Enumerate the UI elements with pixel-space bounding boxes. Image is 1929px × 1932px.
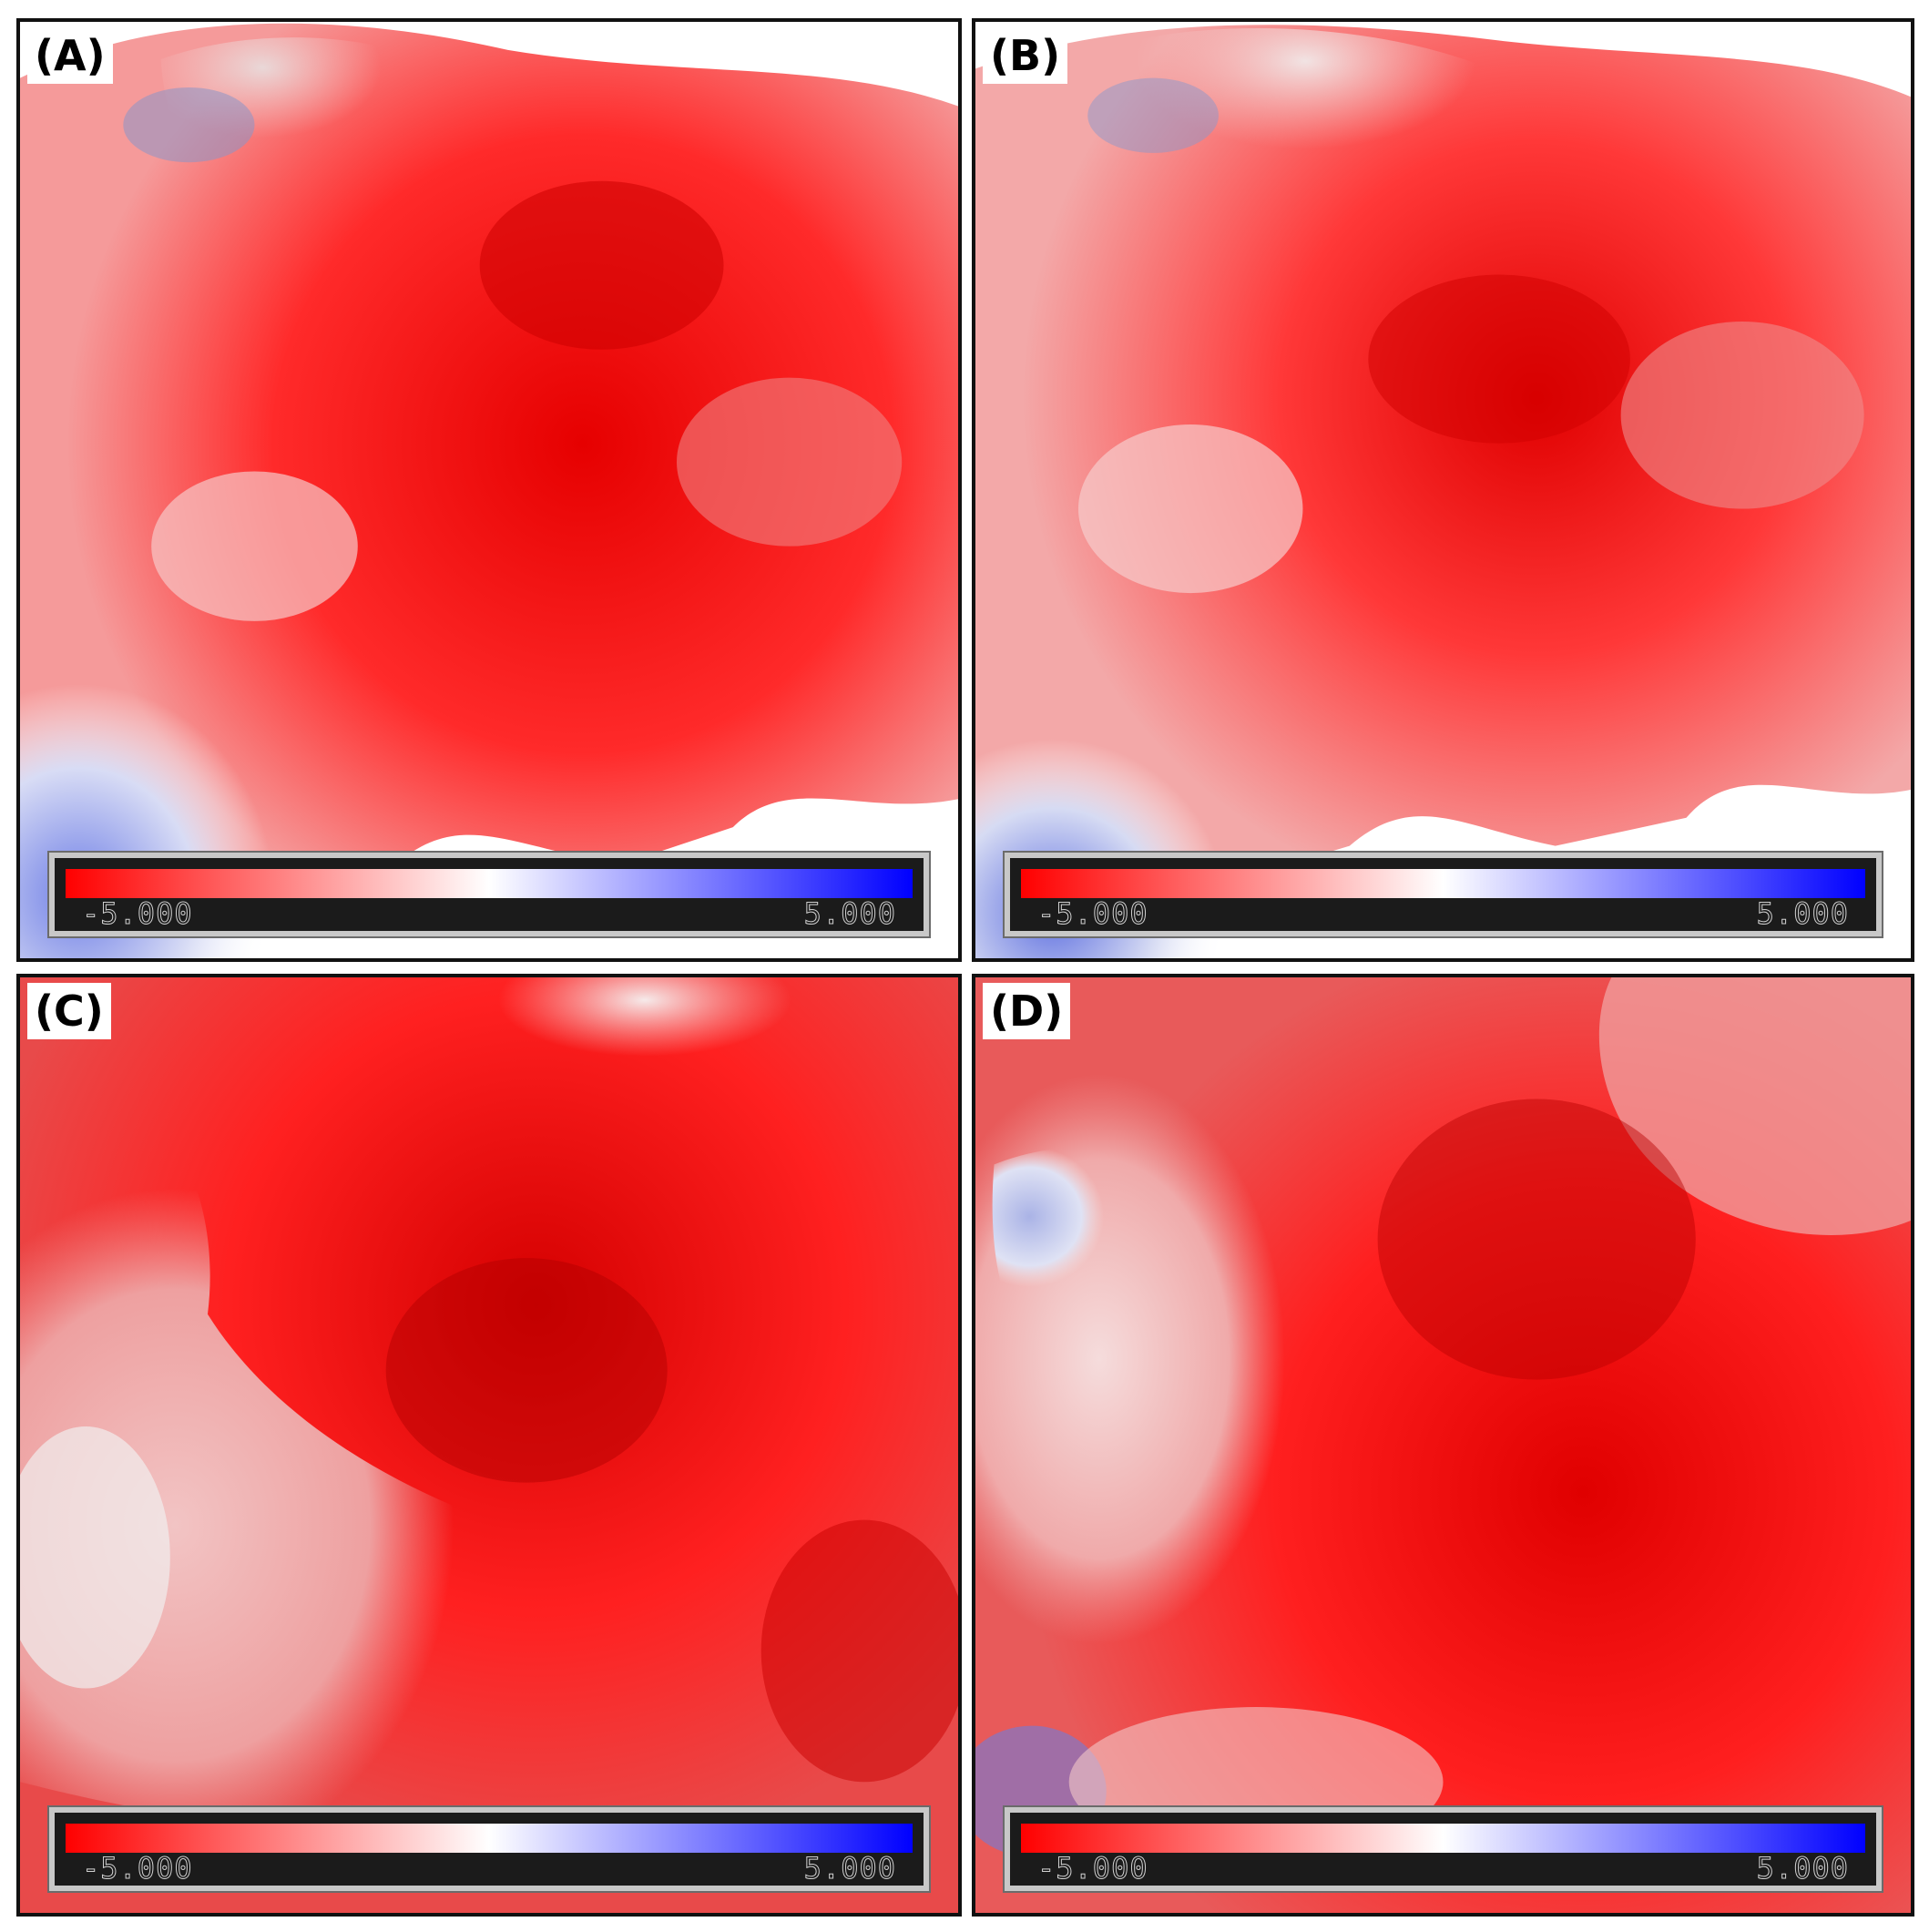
panel-c: (C) -5.000 5.000 <box>16 974 962 1917</box>
colorbar-max-label: 5.000 <box>803 896 896 931</box>
colorbar-gradient <box>66 1824 913 1853</box>
panel-b: (B) -5.000 5.000 <box>972 18 1914 962</box>
colorbar-min-label: -5.000 <box>82 1851 193 1886</box>
colorbar-max-label: 5.000 <box>803 1851 896 1886</box>
colorbar-gradient <box>66 869 913 898</box>
colorbar-max-label: 5.000 <box>1756 896 1849 931</box>
electrostatic-surface-image <box>975 977 1911 1913</box>
electrostatic-surface-image <box>20 977 958 1913</box>
colorbar-min-label: -5.000 <box>1037 1851 1148 1886</box>
panel-label: (D) <box>983 983 1071 1039</box>
electrostatic-surface-image <box>20 22 958 958</box>
colorbar-gradient <box>1021 869 1865 898</box>
panel-a: (A) -5.000 5.000 <box>16 18 962 962</box>
colorbar-gradient <box>1021 1824 1865 1853</box>
potential-colorbar: -5.000 5.000 <box>47 1805 931 1893</box>
potential-colorbar: -5.000 5.000 <box>1003 1805 1883 1893</box>
colorbar-max-label: 5.000 <box>1756 1851 1849 1886</box>
electrostatic-surface-image <box>975 22 1911 958</box>
colorbar-min-label: -5.000 <box>82 896 193 931</box>
panel-d: (D) -5.000 5.000 <box>972 974 1914 1917</box>
colorbar-min-label: -5.000 <box>1037 896 1148 931</box>
panel-label: (A) <box>27 27 113 84</box>
potential-colorbar: -5.000 5.000 <box>47 851 931 938</box>
panel-label: (C) <box>27 983 111 1039</box>
potential-colorbar: -5.000 5.000 <box>1003 851 1883 938</box>
panel-label: (B) <box>983 27 1068 84</box>
